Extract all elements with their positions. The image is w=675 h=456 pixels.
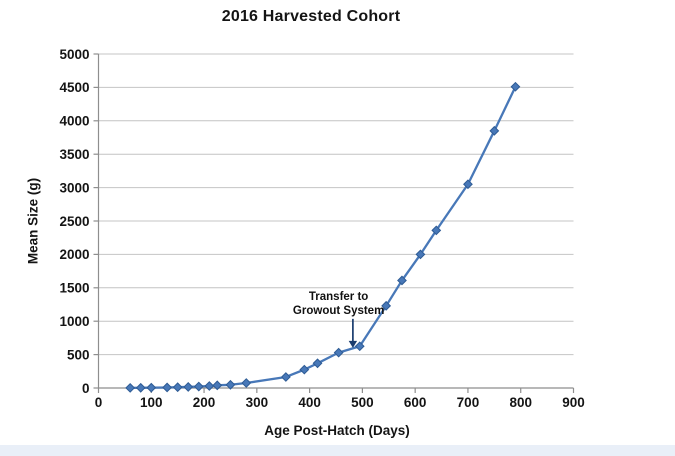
series-line [130, 86, 517, 390]
x-tick-label: 400 [298, 395, 321, 410]
data-point-marker [510, 81, 521, 92]
bottom-strip [0, 445, 675, 456]
data-point-marker [489, 125, 500, 136]
y-tick-label: 4000 [59, 114, 89, 129]
axes [93, 53, 575, 393]
x-tick-label: 100 [140, 395, 163, 410]
data-point-marker [212, 380, 223, 391]
x-tick-label: 800 [509, 395, 532, 410]
data-point-marker [431, 225, 442, 236]
data-point-marker [354, 341, 365, 352]
series-mean-size [125, 81, 521, 393]
data-point-marker [333, 347, 344, 358]
annotation-line-1: Transfer to [308, 291, 369, 304]
transfer-annotation: Transfer to Growout System [293, 290, 384, 318]
x-tick-label: 900 [562, 395, 585, 410]
x-tick-label: 600 [404, 395, 427, 410]
data-point-marker [146, 382, 157, 393]
data-point-marker [135, 382, 146, 393]
data-point-marker [280, 372, 291, 382]
y-tick-label: 3000 [59, 180, 89, 195]
y-tick-label: 3500 [59, 147, 89, 162]
data-point-marker [463, 179, 473, 190]
data-point-marker [241, 378, 252, 388]
annotation-line-2: Growout System [292, 305, 385, 318]
annotation-arrow [348, 318, 358, 348]
data-point-marker [183, 382, 194, 392]
x-tick-label: 200 [193, 395, 216, 410]
y-tick-label: 2000 [59, 247, 89, 262]
data-point-marker [415, 249, 426, 260]
data-point-marker [312, 358, 323, 369]
y-tick-label: 5000 [59, 47, 89, 62]
x-tick-label: 700 [457, 395, 480, 410]
x-tick-label: 300 [246, 395, 269, 410]
x-tick-label: 500 [351, 395, 374, 410]
y-tick-label: 1500 [59, 281, 89, 296]
y-tick-label: 4500 [59, 80, 89, 95]
data-point-marker [225, 379, 236, 390]
data-point-marker [125, 382, 136, 393]
y-tick-label: 0 [82, 381, 90, 396]
y-tick-label: 2500 [59, 214, 89, 229]
data-point-marker [193, 381, 204, 392]
y-tick-label: 1000 [59, 314, 89, 329]
data-point-marker [397, 275, 407, 286]
x-tick-label: 0 [95, 395, 103, 410]
data-point-marker [162, 382, 173, 393]
data-point-marker [204, 381, 215, 391]
data-point-marker [299, 364, 310, 375]
tick-labels: 0500100015002000250030003500400045005000… [59, 47, 584, 410]
chart-title: 2016 Harvested Cohort [221, 8, 401, 25]
data-point-marker [381, 300, 392, 311]
data-point-marker [172, 382, 183, 393]
y-tick-label: 500 [67, 347, 90, 362]
x-axis-title: Age Post-Hatch (Days) [264, 423, 410, 438]
